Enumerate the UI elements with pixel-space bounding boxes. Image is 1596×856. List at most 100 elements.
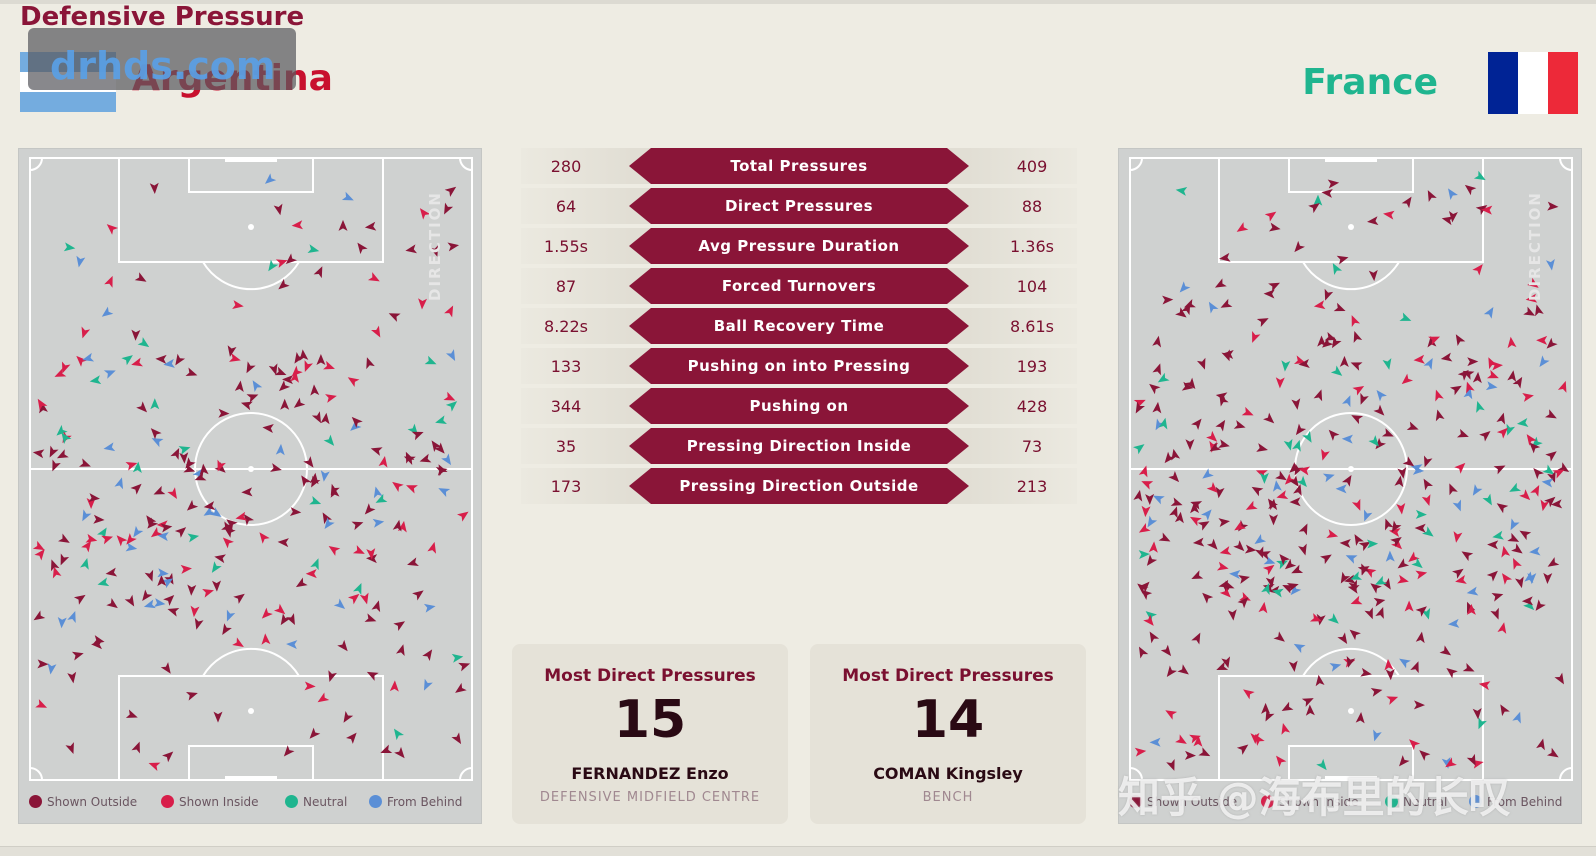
stat-right-value: 88 [1021, 197, 1043, 216]
pressure-mark [1189, 734, 1201, 744]
pressure-mark [1326, 529, 1339, 538]
pressure-mark [311, 411, 322, 424]
pressure-mark [1351, 315, 1361, 327]
pressure-mark [1557, 380, 1567, 393]
pressure-mark [366, 357, 375, 370]
pressure-mark [1175, 307, 1187, 318]
pressure-mark [423, 603, 436, 613]
right-top-player-card: Most Direct Pressures 14 COMAN Kingsley … [810, 644, 1086, 824]
pressure-mark [1388, 528, 1401, 537]
pressure-mark [389, 680, 399, 692]
stat-row-direct-pressures: 64 Direct Pressures 88 [521, 188, 1077, 224]
pressure-mark [444, 186, 457, 197]
top-penalty-area [1218, 157, 1484, 263]
pressure-mark [1481, 205, 1493, 215]
stat-right-value: 73 [1021, 437, 1043, 456]
pressure-mark [445, 401, 458, 412]
pressure-mark [343, 710, 354, 723]
pressure-mark [347, 377, 360, 387]
stat-left-value: 344 [550, 397, 582, 416]
pressure-mark [1133, 399, 1146, 409]
pressure-mark [1397, 467, 1407, 479]
pressure-mark [273, 603, 286, 615]
pressure-mark [1445, 757, 1457, 768]
pressure-mark [187, 533, 200, 543]
pressure-mark [1366, 539, 1379, 549]
stat-row-pushing-on-into-pressing: 133 Pushing on into Pressing 193 [521, 348, 1077, 384]
pressure-mark [1452, 499, 1462, 512]
pressure-mark [82, 509, 92, 522]
pressure-mark [1158, 532, 1171, 542]
pressure-mark [1478, 717, 1487, 730]
pressure-mark [1201, 509, 1212, 521]
pressure-mark [1440, 352, 1453, 362]
pressure-mark [1509, 482, 1522, 492]
pressure-mark [392, 481, 404, 492]
pressure-mark [1557, 462, 1570, 472]
pressure-mark [1354, 534, 1364, 546]
pressure-mark [1133, 489, 1143, 502]
pressure-mark [1386, 696, 1399, 705]
pressure-mark [1530, 484, 1540, 497]
pressure-mark [1507, 336, 1517, 349]
pressure-mark [37, 398, 48, 411]
pressure-mark [316, 354, 326, 365]
pressure-mark [226, 609, 236, 622]
pressure-mark [444, 202, 454, 215]
pressure-mark [1298, 543, 1307, 556]
corner-arc [1559, 767, 1573, 781]
pressure-mark [285, 613, 295, 625]
pressure-mark [435, 415, 447, 425]
pressure-mark [1406, 421, 1419, 431]
pressure-mark [1435, 389, 1444, 402]
pressure-mark [134, 272, 147, 282]
pressure-mark [1466, 603, 1476, 615]
pressure-mark [1298, 359, 1310, 368]
dot-icon [1129, 795, 1142, 808]
pressure-mark [1524, 571, 1534, 584]
pressure-mark [164, 572, 174, 585]
pressure-mark [1271, 588, 1284, 598]
pressure-mark [1410, 661, 1419, 674]
pressure-mark [222, 537, 234, 549]
left-top-player-card: Most Direct Pressures 15 FERNANDEZ Enzo … [512, 644, 788, 824]
pressure-mark [261, 633, 271, 645]
pressure-mark [1268, 282, 1280, 292]
pressure-mark [1466, 586, 1479, 596]
pressure-mark [1448, 618, 1460, 628]
pressure-mark [1316, 613, 1326, 626]
card-title: Most Direct Pressures [842, 666, 1054, 686]
pressure-mark [56, 449, 69, 459]
pressure-mark [1441, 216, 1454, 226]
pressure-mark [1261, 702, 1271, 714]
pressure-mark [1408, 551, 1420, 562]
pressure-mark [79, 458, 91, 467]
pressure-mark [1281, 360, 1291, 372]
corner-arc [1559, 157, 1573, 171]
pressure-mark [1170, 497, 1183, 506]
pressure-mark [457, 511, 469, 522]
pressure-mark [407, 557, 419, 566]
pressure-mark [1483, 307, 1494, 319]
pressure-mark [246, 394, 259, 403]
stat-left-value: 173 [550, 477, 582, 496]
pressure-mark [1507, 370, 1517, 382]
pressure-mark [1491, 361, 1503, 371]
corner-arc [1129, 157, 1143, 171]
pressure-mark [264, 173, 277, 184]
pressure-mark [1448, 188, 1458, 201]
legend-shown-inside: Shown Inside [161, 795, 259, 809]
pressure-mark [217, 459, 226, 472]
pressure-mark [1293, 484, 1302, 496]
stat-row-ball-recovery-time: 8.22s Ball Recovery Time 8.61s [521, 308, 1077, 344]
pressure-mark [1344, 574, 1356, 584]
pressure-mark [1160, 644, 1172, 657]
pressure-mark [1295, 423, 1307, 436]
pressure-mark [1487, 540, 1499, 550]
pressure-mark [1141, 481, 1154, 490]
pressure-mark [57, 616, 67, 629]
pressure-mark [1496, 427, 1508, 439]
pressure-mark [304, 360, 313, 373]
pressure-mark [1181, 381, 1194, 391]
pressure-mark [1165, 710, 1178, 720]
